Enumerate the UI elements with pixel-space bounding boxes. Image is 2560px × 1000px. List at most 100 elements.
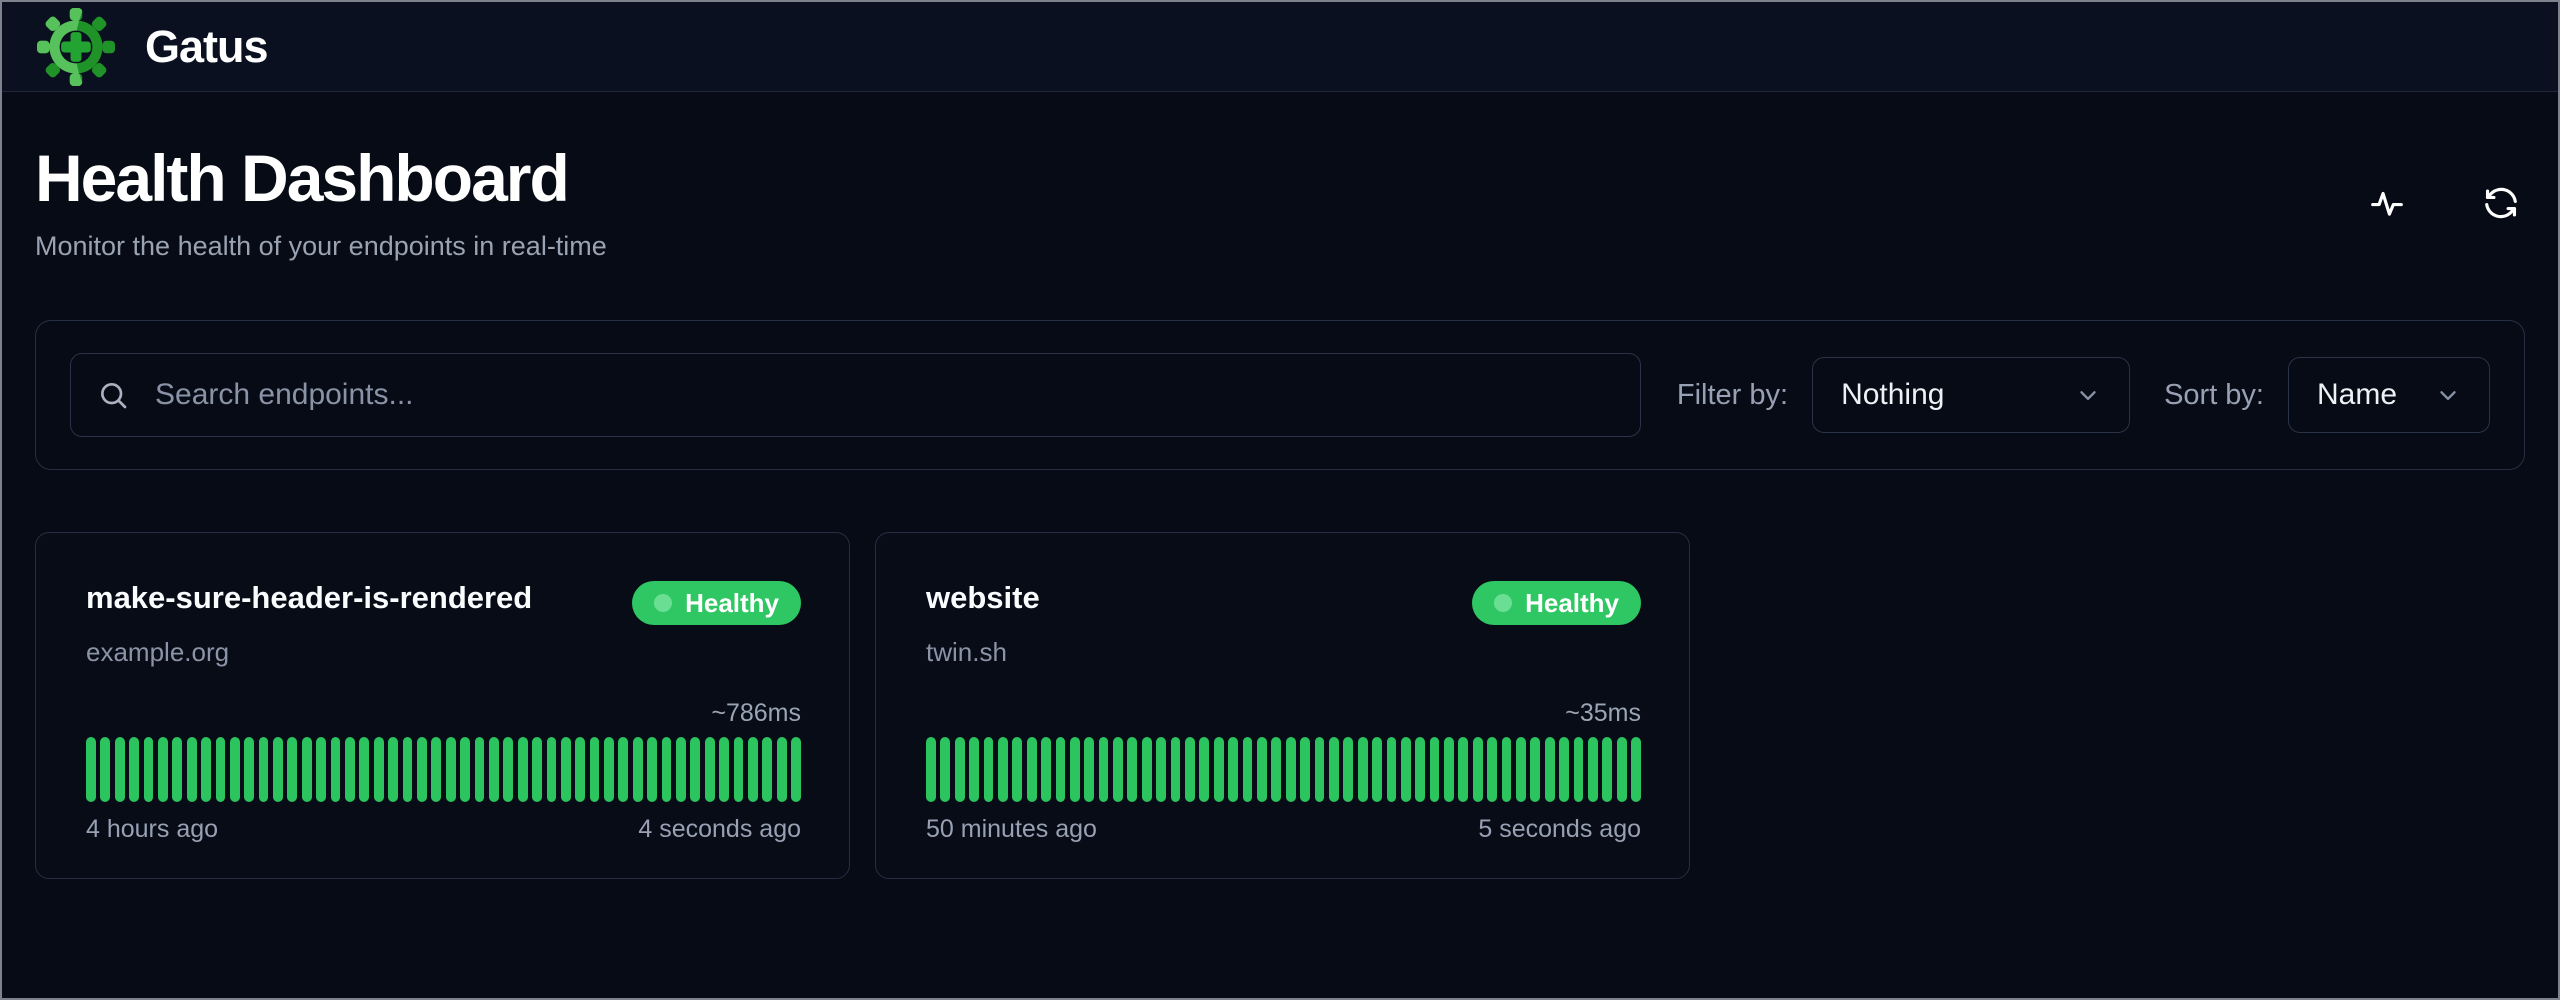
activity-pulse-icon[interactable]: [2368, 184, 2406, 222]
uptime-bar-up[interactable]: [719, 737, 729, 803]
filter-dropdown[interactable]: Nothing: [1812, 357, 2131, 434]
uptime-bar-up[interactable]: [143, 737, 154, 803]
uptime-bar-up[interactable]: [129, 737, 139, 803]
uptime-bar-up[interactable]: [997, 737, 1008, 803]
uptime-bar-up[interactable]: [589, 737, 600, 803]
uptime-bar-up[interactable]: [316, 737, 327, 803]
uptime-bar-up[interactable]: [1602, 737, 1613, 803]
uptime-bar-up[interactable]: [1199, 737, 1210, 803]
uptime-bar-up[interactable]: [1386, 737, 1397, 803]
uptime-bar-up[interactable]: [287, 737, 298, 803]
uptime-bar-up[interactable]: [503, 737, 514, 803]
uptime-bar-up[interactable]: [1113, 737, 1123, 803]
uptime-bar-up[interactable]: [747, 737, 758, 803]
uptime-bar-up[interactable]: [345, 737, 355, 803]
uptime-bar-up[interactable]: [273, 737, 283, 803]
uptime-bar-up[interactable]: [647, 737, 658, 803]
uptime-bar-up[interactable]: [1127, 737, 1138, 803]
uptime-bar-up[interactable]: [575, 737, 586, 803]
uptime-bar-up[interactable]: [1501, 737, 1512, 803]
uptime-bar-up[interactable]: [1156, 737, 1167, 803]
uptime-bar-up[interactable]: [733, 737, 744, 803]
uptime-bar-up[interactable]: [954, 737, 965, 803]
refresh-icon[interactable]: [2482, 184, 2520, 222]
uptime-bar-up[interactable]: [983, 737, 994, 803]
uptime-bar-up[interactable]: [762, 737, 773, 803]
uptime-bar-up[interactable]: [86, 737, 96, 803]
uptime-bar-up[interactable]: [1185, 737, 1195, 803]
uptime-bar-up[interactable]: [373, 737, 384, 803]
uptime-bar-up[interactable]: [201, 737, 211, 803]
uptime-bar-up[interactable]: [474, 737, 485, 803]
uptime-bar-up[interactable]: [1530, 737, 1541, 803]
uptime-bar-up[interactable]: [676, 737, 686, 803]
uptime-bar-up[interactable]: [1170, 737, 1181, 803]
uptime-bar-up[interactable]: [1098, 737, 1109, 803]
uptime-bar-up[interactable]: [416, 737, 427, 803]
uptime-bar-up[interactable]: [1400, 737, 1411, 803]
uptime-bar-up[interactable]: [1328, 737, 1339, 803]
uptime-bar-up[interactable]: [1587, 737, 1598, 803]
uptime-bar-up[interactable]: [330, 737, 341, 803]
uptime-bar-up[interactable]: [172, 737, 183, 803]
uptime-bar-up[interactable]: [1256, 737, 1267, 803]
uptime-bar-up[interactable]: [1213, 737, 1224, 803]
uptime-bar-up[interactable]: [114, 737, 125, 803]
uptime-bar-up[interactable]: [690, 737, 701, 803]
uptime-bar-up[interactable]: [100, 737, 111, 803]
uptime-bar-up[interactable]: [618, 737, 629, 803]
uptime-bar-up[interactable]: [1314, 737, 1325, 803]
uptime-bar-up[interactable]: [791, 737, 801, 803]
uptime-bar-up[interactable]: [1343, 737, 1354, 803]
uptime-bar-up[interactable]: [1012, 737, 1023, 803]
uptime-bar-up[interactable]: [258, 737, 269, 803]
uptime-bar-up[interactable]: [1069, 737, 1080, 803]
uptime-bar-up[interactable]: [1415, 737, 1426, 803]
uptime-bar-up[interactable]: [604, 737, 614, 803]
uptime-bar-up[interactable]: [969, 737, 979, 803]
uptime-bar-up[interactable]: [1372, 737, 1382, 803]
uptime-bar-up[interactable]: [1285, 737, 1296, 803]
uptime-bar-up[interactable]: [301, 737, 312, 803]
uptime-bar-up[interactable]: [1616, 737, 1627, 803]
uptime-bar-up[interactable]: [1271, 737, 1282, 803]
uptime-bar-up[interactable]: [704, 737, 715, 803]
uptime-bar-up[interactable]: [388, 737, 398, 803]
uptime-bar-up[interactable]: [1429, 737, 1440, 803]
uptime-bar-up[interactable]: [1472, 737, 1483, 803]
uptime-bar-up[interactable]: [359, 737, 370, 803]
uptime-bar-up[interactable]: [431, 737, 442, 803]
uptime-bar-up[interactable]: [1055, 737, 1066, 803]
uptime-bar-up[interactable]: [1357, 737, 1368, 803]
uptime-bar-up[interactable]: [776, 737, 787, 803]
uptime-bar-up[interactable]: [532, 737, 542, 803]
uptime-bar-up[interactable]: [1141, 737, 1152, 803]
sort-dropdown[interactable]: Name: [2288, 357, 2490, 434]
uptime-bar-up[interactable]: [157, 737, 168, 803]
uptime-bar-up[interactable]: [1444, 737, 1454, 803]
uptime-bar-up[interactable]: [1631, 737, 1641, 803]
endpoint-card[interactable]: website Healthy twin.sh ~35ms 50 minutes…: [875, 532, 1690, 880]
uptime-bar-up[interactable]: [926, 737, 936, 803]
uptime-bar-up[interactable]: [215, 737, 226, 803]
uptime-bar-up[interactable]: [445, 737, 456, 803]
uptime-bar-up[interactable]: [1544, 737, 1555, 803]
uptime-bar-up[interactable]: [460, 737, 470, 803]
uptime-bar-up[interactable]: [661, 737, 672, 803]
uptime-bar-up[interactable]: [517, 737, 528, 803]
uptime-bar-up[interactable]: [546, 737, 557, 803]
uptime-bar-up[interactable]: [1573, 737, 1584, 803]
uptime-bar-up[interactable]: [1487, 737, 1498, 803]
uptime-bar-up[interactable]: [1300, 737, 1310, 803]
uptime-bar-up[interactable]: [1458, 737, 1469, 803]
uptime-bar-up[interactable]: [186, 737, 197, 803]
uptime-bar-up[interactable]: [1041, 737, 1051, 803]
uptime-bar-up[interactable]: [560, 737, 571, 803]
uptime-bar-up[interactable]: [1026, 737, 1037, 803]
uptime-bar-up[interactable]: [1559, 737, 1569, 803]
uptime-bar-up[interactable]: [1516, 737, 1526, 803]
search-input[interactable]: [153, 377, 1614, 414]
endpoint-card[interactable]: make-sure-header-is-rendered Healthy exa…: [35, 532, 850, 880]
uptime-bar-up[interactable]: [940, 737, 951, 803]
uptime-bar-up[interactable]: [632, 737, 643, 803]
